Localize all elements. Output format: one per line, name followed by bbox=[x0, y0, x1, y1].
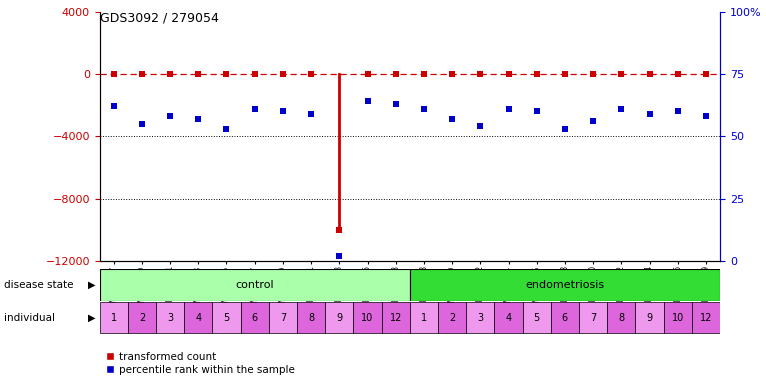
Bar bbox=[466, 302, 494, 333]
Point bbox=[192, 116, 205, 122]
Text: endometriosis: endometriosis bbox=[525, 280, 604, 290]
Point bbox=[248, 71, 260, 77]
Bar bbox=[156, 302, 184, 333]
Point bbox=[615, 71, 627, 77]
Text: 6: 6 bbox=[562, 313, 568, 323]
Text: disease state: disease state bbox=[4, 280, 74, 290]
Point bbox=[305, 71, 317, 77]
Point bbox=[192, 71, 205, 77]
Bar bbox=[607, 302, 636, 333]
Point bbox=[643, 111, 656, 117]
Bar bbox=[241, 302, 269, 333]
Point bbox=[502, 106, 515, 112]
Point bbox=[672, 71, 684, 77]
Bar bbox=[212, 302, 241, 333]
Point bbox=[390, 101, 402, 107]
Point bbox=[502, 71, 515, 77]
Point bbox=[390, 71, 402, 77]
Point bbox=[107, 103, 119, 109]
Text: 1: 1 bbox=[110, 313, 116, 323]
Point bbox=[136, 71, 148, 77]
Text: 8: 8 bbox=[618, 313, 624, 323]
Point bbox=[333, 253, 345, 259]
Point bbox=[700, 71, 712, 77]
Point bbox=[362, 71, 374, 77]
Point bbox=[446, 71, 458, 77]
Text: 2: 2 bbox=[449, 313, 455, 323]
Point bbox=[417, 71, 430, 77]
Text: 8: 8 bbox=[308, 313, 314, 323]
Bar bbox=[438, 302, 466, 333]
Text: 9: 9 bbox=[336, 313, 342, 323]
Bar bbox=[663, 302, 692, 333]
Point bbox=[417, 106, 430, 112]
Bar bbox=[269, 302, 297, 333]
Text: 10: 10 bbox=[362, 313, 374, 323]
Bar bbox=[522, 302, 551, 333]
Text: ▶: ▶ bbox=[88, 280, 96, 290]
Point bbox=[700, 113, 712, 119]
Point bbox=[474, 71, 486, 77]
Text: GDS3092 / 279054: GDS3092 / 279054 bbox=[100, 12, 218, 25]
Point bbox=[221, 71, 233, 77]
Bar bbox=[297, 302, 326, 333]
Text: individual: individual bbox=[4, 313, 55, 323]
Point bbox=[164, 71, 176, 77]
Point bbox=[672, 108, 684, 114]
Point bbox=[277, 108, 289, 114]
Legend: transformed count, percentile rank within the sample: transformed count, percentile rank withi… bbox=[105, 352, 295, 375]
Point bbox=[221, 126, 233, 132]
Bar bbox=[410, 302, 438, 333]
Bar bbox=[353, 302, 381, 333]
Point bbox=[362, 98, 374, 104]
Text: 1: 1 bbox=[421, 313, 427, 323]
Point bbox=[277, 71, 289, 77]
Point bbox=[531, 108, 543, 114]
Point bbox=[615, 106, 627, 112]
Bar bbox=[326, 302, 353, 333]
Point bbox=[531, 71, 543, 77]
Text: 4: 4 bbox=[506, 313, 512, 323]
Bar bbox=[692, 302, 720, 333]
Text: 5: 5 bbox=[534, 313, 540, 323]
Point bbox=[587, 118, 599, 124]
Text: 5: 5 bbox=[224, 313, 230, 323]
Text: 6: 6 bbox=[252, 313, 257, 323]
Text: 3: 3 bbox=[477, 313, 483, 323]
Point bbox=[164, 113, 176, 119]
Bar bbox=[579, 302, 607, 333]
Text: control: control bbox=[235, 280, 274, 290]
Point bbox=[248, 106, 260, 112]
Point bbox=[305, 111, 317, 117]
Text: 7: 7 bbox=[280, 313, 286, 323]
Text: 9: 9 bbox=[647, 313, 653, 323]
Bar bbox=[184, 302, 212, 333]
Text: 4: 4 bbox=[195, 313, 201, 323]
Bar bbox=[100, 302, 128, 333]
Point bbox=[558, 71, 571, 77]
Text: 12: 12 bbox=[700, 313, 712, 323]
Text: 2: 2 bbox=[139, 313, 145, 323]
Bar bbox=[410, 270, 720, 301]
Text: 3: 3 bbox=[167, 313, 173, 323]
Text: 10: 10 bbox=[672, 313, 684, 323]
Point bbox=[474, 123, 486, 129]
Text: 12: 12 bbox=[390, 313, 402, 323]
Text: ▶: ▶ bbox=[88, 313, 96, 323]
Point bbox=[587, 71, 599, 77]
Point bbox=[333, 227, 345, 233]
Bar bbox=[636, 302, 663, 333]
Bar bbox=[381, 302, 410, 333]
Bar bbox=[551, 302, 579, 333]
Bar bbox=[100, 270, 410, 301]
Point bbox=[136, 121, 148, 127]
Point bbox=[107, 71, 119, 77]
Bar bbox=[494, 302, 522, 333]
Bar bbox=[128, 302, 156, 333]
Text: 7: 7 bbox=[590, 313, 596, 323]
Point bbox=[446, 116, 458, 122]
Point bbox=[643, 71, 656, 77]
Point bbox=[558, 126, 571, 132]
